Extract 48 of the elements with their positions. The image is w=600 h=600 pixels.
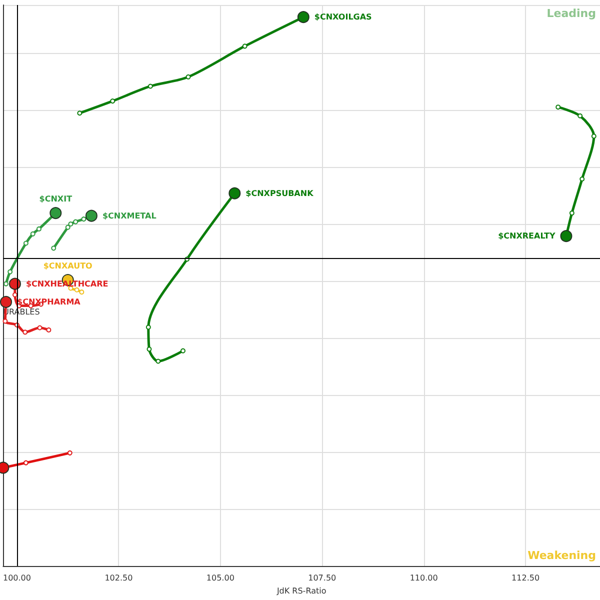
point (73, 219, 78, 224)
series-label: $CNXIT (39, 194, 73, 204)
series-label: $CNXPHARMA (17, 297, 82, 306)
point (30, 231, 36, 236)
x-tick-label: 102.50 (104, 574, 133, 582)
point (156, 358, 161, 364)
x-axis-title: JdK RS-Ratio (276, 586, 326, 596)
x-tick-label: 105.00 (206, 574, 234, 582)
point (79, 290, 84, 295)
x-tick-label: 107.50 (308, 574, 336, 582)
point (8, 269, 13, 274)
x-tick-label: 112.50 (512, 574, 540, 582)
point (569, 210, 574, 216)
point (2, 318, 8, 324)
point (242, 44, 248, 49)
point (81, 216, 86, 222)
series-label: $CNXMETAL (102, 211, 156, 220)
annotation: Weakening (528, 549, 596, 562)
series-label: $CNXOILGAS (314, 12, 372, 22)
point (23, 240, 28, 246)
point (110, 98, 116, 104)
series-label: $CNXREALTY (498, 232, 556, 241)
point (556, 104, 561, 110)
point (65, 224, 70, 230)
point (36, 226, 42, 232)
annotation: Leading (546, 7, 596, 20)
point (23, 460, 28, 466)
point (578, 113, 583, 118)
point (580, 176, 585, 182)
point (146, 346, 152, 352)
series-label: $CNXPSUBANK (246, 188, 314, 198)
point (146, 324, 151, 330)
point (68, 222, 74, 227)
point (186, 74, 191, 80)
point (591, 134, 596, 139)
point (37, 325, 42, 330)
point (180, 348, 186, 354)
x-tick-label: 110.00 (410, 574, 438, 582)
point (46, 327, 52, 332)
series-label: $CNXAUTO (43, 262, 93, 271)
point (77, 110, 82, 116)
x-tick-label: 100.00 (2, 574, 31, 582)
point (51, 246, 56, 251)
point (148, 84, 153, 89)
point (4, 281, 9, 286)
point (67, 450, 72, 456)
point (12, 292, 18, 298)
point (22, 330, 28, 335)
